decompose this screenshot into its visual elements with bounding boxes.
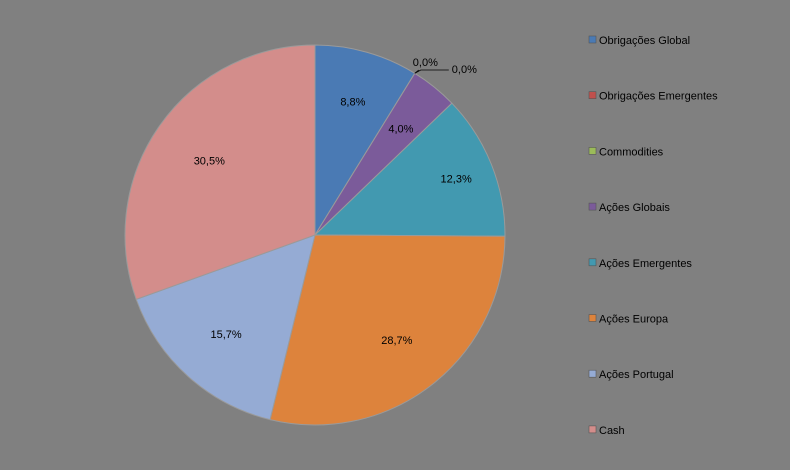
legend: Obrigações Global Obrigações Emergentes Co…: [588, 35, 718, 437]
data-label-acoes-portugal: 15,7%: [211, 329, 242, 341]
slice-acoes-portugal: [135, 234, 316, 421]
slice-cash: [124, 44, 316, 300]
leader-line-commodities: [414, 69, 449, 74]
data-label-commodities: 0,0%: [452, 64, 477, 76]
data-label-acoes-europa: 28,7%: [381, 335, 412, 347]
legend-item-obrigacoes-global: Obrigações Global: [588, 35, 690, 47]
legend-swatch-obrigacoes-emergentes: [588, 91, 597, 99]
legend-item-acoes-globais: Ações Globais: [588, 202, 670, 214]
legend-swatch-acoes-emergentes: [588, 258, 597, 267]
legend-item-acoes-emergentes: Ações Emergentes: [588, 258, 692, 270]
leader-lines: [414, 69, 449, 74]
legend-item-acoes-europa: Ações Europa: [588, 314, 669, 326]
legend-swatch-acoes-europa: [588, 314, 597, 322]
data-label-cash: 30,5%: [194, 156, 225, 168]
legend-item-acoes-portugal: Ações Portugal: [588, 369, 674, 381]
legend-swatch-commodities: [588, 147, 597, 155]
legend-label-obrigacoes-emergentes: Obrigações Emergentes: [599, 91, 718, 103]
legend-item-obrigacoes-emergentes: Obrigações Emergentes: [588, 91, 718, 103]
slice-obrigacoes-global: [314, 44, 416, 237]
legend-label-acoes-emergentes: Ações Emergentes: [599, 258, 692, 270]
pie-slices: [124, 44, 506, 426]
data-label-acoes-globais: 4,0%: [388, 124, 413, 136]
data-label-obrigacoes-emergentes: 0,0%: [413, 57, 438, 69]
legend-label-acoes-portugal: Ações Portugal: [599, 369, 674, 381]
slice-acoes-europa: [269, 234, 506, 426]
legend-item-cash: Cash: [588, 425, 625, 437]
legend-label-cash: Cash: [599, 425, 625, 437]
legend-swatch-obrigacoes-global: [588, 35, 597, 44]
legend-swatch-cash: [588, 425, 597, 434]
legend-swatch-acoes-globais: [588, 202, 597, 211]
data-label-obrigacoes-global: 8,8%: [340, 97, 365, 109]
slice-acoes-emergentes: [313, 102, 506, 237]
data-label-acoes-emergentes: 12,3%: [441, 174, 472, 186]
data-labels: 8,8% 0,0% 0,0% 4,0% 12,3% 28,7% 15,7% 30,5%: [194, 57, 477, 347]
legend-label-obrigacoes-global: Obrigações Global: [599, 35, 690, 47]
legend-label-acoes-europa: Ações Europa: [599, 314, 669, 326]
legend-item-commodities: Commodities: [588, 146, 664, 158]
legend-swatch-acoes-portugal: [588, 369, 597, 378]
legend-label-commodities: Commodities: [599, 146, 664, 158]
legend-label-acoes-globais: Ações Globais: [599, 202, 670, 214]
